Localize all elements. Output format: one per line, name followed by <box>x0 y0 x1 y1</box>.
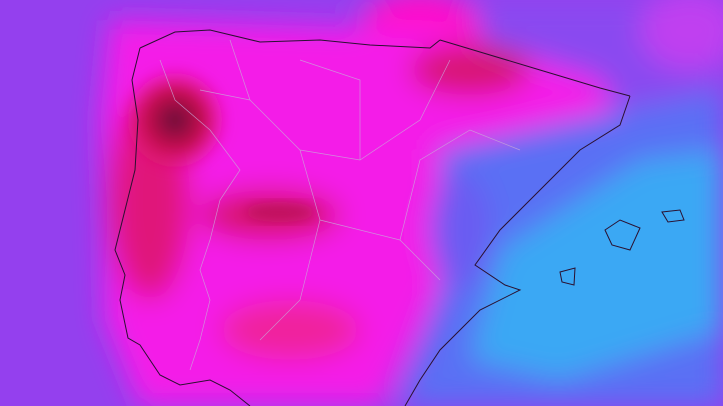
ibiza <box>559 267 576 286</box>
iberia-coast <box>114 29 631 406</box>
field-gredos <box>245 202 315 222</box>
field-med-cyan <box>470 150 723 380</box>
precip-field <box>100 0 723 406</box>
portugal-border <box>159 59 241 371</box>
field-pyrenees <box>410 45 530 95</box>
mallorca <box>604 219 641 251</box>
field-south <box>220 300 360 360</box>
coastline <box>114 29 685 406</box>
region-borders <box>199 39 521 341</box>
field-galicia-max <box>120 65 230 175</box>
field-valencia <box>430 170 490 290</box>
menorca <box>661 209 685 223</box>
field-alps <box>640 0 723 70</box>
field-iberia <box>100 20 620 406</box>
borders <box>159 39 521 371</box>
